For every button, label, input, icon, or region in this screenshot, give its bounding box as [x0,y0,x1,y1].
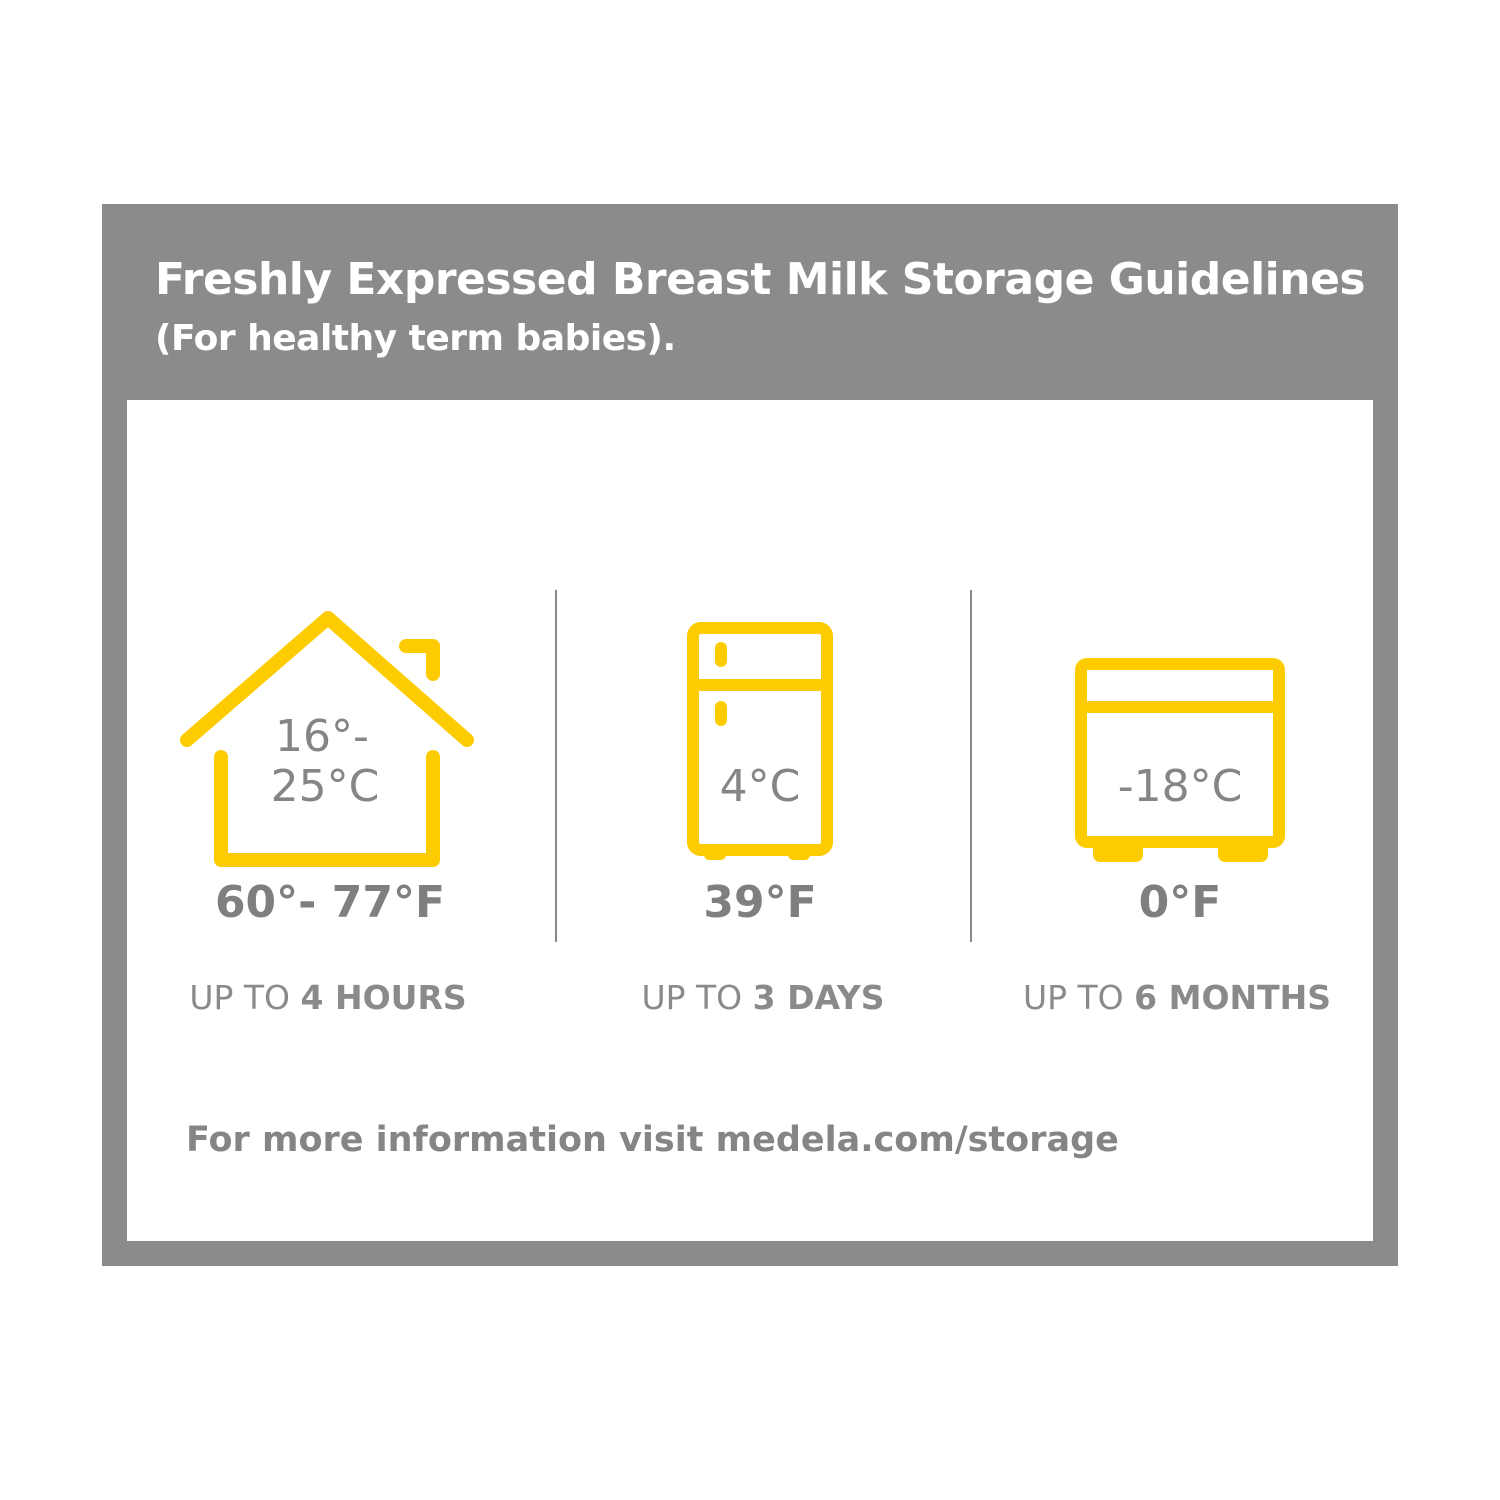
house-duration: UP TO 4 HOURS [128,978,528,1017]
duration-prefix: UP TO [641,978,743,1017]
freezer-duration: UP TO 6 MONTHS [977,978,1377,1017]
fridge-fahrenheit: 39°F [703,877,817,928]
house-icon [180,611,474,867]
column-divider [555,590,557,942]
freezer-celsius: -18°C [1117,761,1243,812]
house-fahrenheit: 60°- 77°F [214,877,446,928]
column-divider [970,590,972,942]
duration-value: 3 DAYS [752,978,885,1017]
page-title: Freshly Expressed Breast Milk Storage Gu… [155,254,1366,305]
card-body [127,400,1373,1241]
duration-value: 4 HOURS [300,978,467,1017]
footer-info: For more information visit medela.com/st… [186,1120,1119,1160]
page-subtitle: (For healthy term babies). [155,318,676,359]
fridge-celsius: 4°C [719,761,801,812]
freezer-icon [1075,658,1285,862]
house-celsius-line2: 25°C [270,761,380,812]
fridge-icon [687,622,833,860]
duration-prefix: UP TO [1022,978,1124,1017]
duration-value: 6 MONTHS [1134,978,1332,1017]
freezer-fahrenheit: 0°F [1138,877,1222,928]
house-celsius-line1: 16°- [275,711,369,762]
duration-prefix: UP TO [189,978,291,1017]
fridge-duration: UP TO 3 DAYS [563,978,963,1017]
